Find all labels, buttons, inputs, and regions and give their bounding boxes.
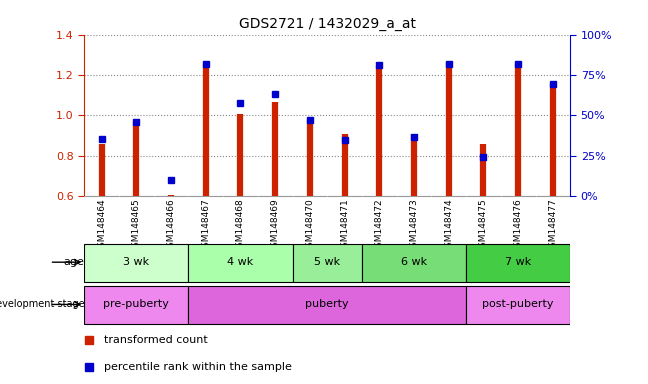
Text: GSM148464: GSM148464 (97, 198, 106, 253)
Text: GSM148477: GSM148477 (548, 198, 557, 253)
Text: GSM148470: GSM148470 (305, 198, 314, 253)
Bar (84, 244, 189, 282)
Text: GSM148476: GSM148476 (514, 198, 523, 253)
Text: GSM148469: GSM148469 (271, 198, 280, 253)
Text: post-puberty: post-puberty (482, 300, 554, 310)
Text: GSM148466: GSM148466 (167, 198, 176, 253)
Text: 6 wk: 6 wk (401, 257, 427, 267)
Text: puberty: puberty (305, 300, 349, 310)
Bar (292, 244, 362, 282)
Text: GSM148474: GSM148474 (445, 198, 453, 253)
Text: 5 wk: 5 wk (314, 257, 340, 267)
Text: GSM148472: GSM148472 (375, 198, 384, 253)
Text: GSM148471: GSM148471 (340, 198, 349, 253)
Text: GSM148465: GSM148465 (132, 198, 141, 253)
Bar (362, 244, 466, 282)
Text: GSM148467: GSM148467 (202, 198, 210, 253)
Bar (189, 244, 292, 282)
Text: 4 wk: 4 wk (227, 257, 253, 267)
Text: development stage: development stage (0, 300, 84, 310)
Bar (189, 286, 466, 324)
Bar (84, 286, 189, 324)
Title: GDS2721 / 1432029_a_at: GDS2721 / 1432029_a_at (238, 17, 416, 31)
Text: pre-puberty: pre-puberty (104, 300, 169, 310)
Text: GSM148468: GSM148468 (236, 198, 245, 253)
Bar (466, 286, 570, 324)
Text: 3 wk: 3 wk (123, 257, 150, 267)
Text: GSM148475: GSM148475 (479, 198, 488, 253)
Bar (466, 244, 570, 282)
Text: 7 wk: 7 wk (505, 257, 531, 267)
Text: percentile rank within the sample: percentile rank within the sample (104, 362, 292, 372)
Text: transformed count: transformed count (104, 335, 207, 345)
Text: age: age (64, 257, 84, 267)
Text: GSM148473: GSM148473 (410, 198, 419, 253)
